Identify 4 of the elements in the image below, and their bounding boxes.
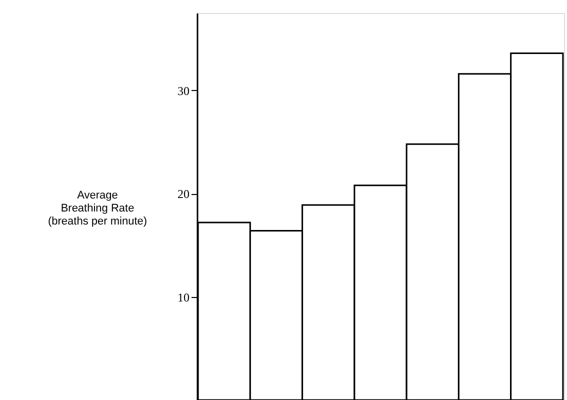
y-tick-label: 20 — [178, 187, 190, 202]
y-tick-label: 30 — [178, 84, 190, 98]
y-tick-label: 10 — [178, 290, 190, 304]
y-axis-title: Average Breathing Rate (breaths per minute) — [48, 190, 148, 228]
